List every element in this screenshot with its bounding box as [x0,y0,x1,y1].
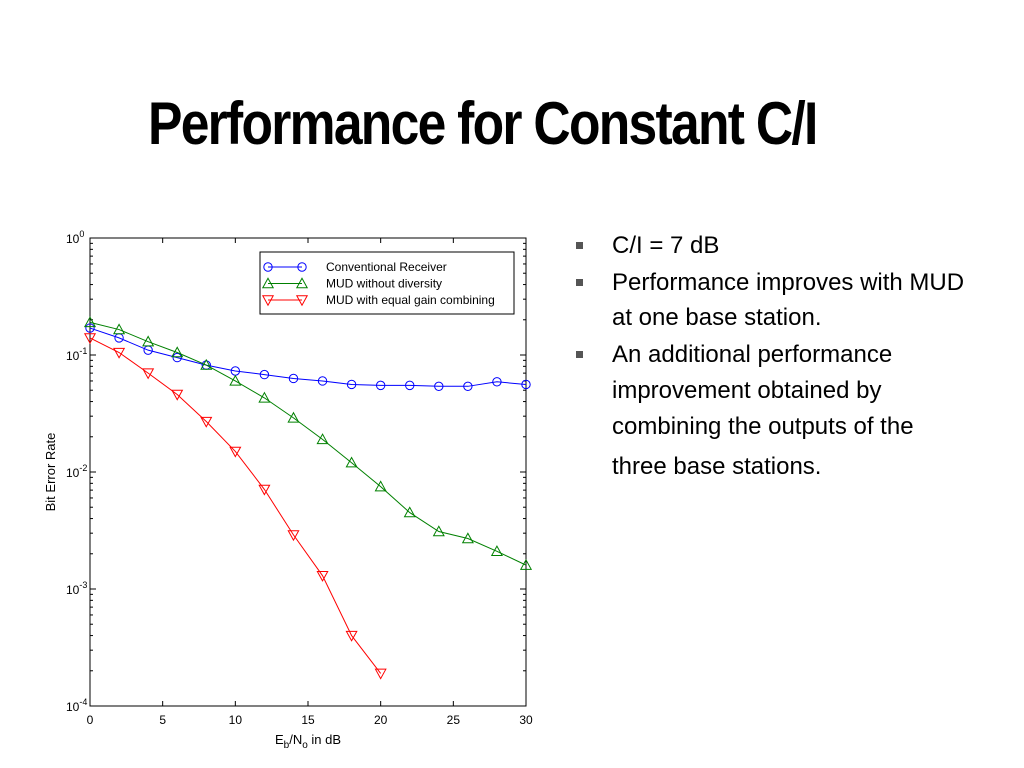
y-tick-label: 100 [66,229,84,246]
legend-label: MUD without diversity [326,277,442,291]
data-point [375,380,386,391]
data-point [172,352,182,363]
data-point [405,380,415,391]
x-tick-label: 20 [374,713,388,727]
x-axis-label: Eb/No in dB [275,732,341,751]
data-point [374,668,387,680]
square-bullet-icon [576,351,583,358]
data-point [229,374,242,386]
data-point [490,545,503,557]
data-point [297,262,307,272]
data-point [317,376,328,386]
square-bullet-icon [576,279,583,286]
y-tick-label: 10-2 [66,463,87,480]
bullet-list: C/I = 7 dB Performance improves with MUD… [576,228,986,487]
bullet-text: Performance improves with MUD at one bas… [612,269,965,331]
chart-legend: Conventional Receiver MUD without diversi… [259,251,515,315]
bullet-item: An additional performance improvement ob… [576,337,986,485]
data-point [432,525,445,537]
data-point [461,532,474,544]
x-tick-label: 10 [229,713,243,727]
y-tick-label: 10-1 [66,346,87,363]
data-point [142,368,155,380]
data-point [259,369,270,380]
legend-label: MUD with equal gain combining [326,293,495,307]
x-tick-label: 25 [447,713,461,727]
legend-label: Conventional Receiver [326,260,447,274]
bullet-text: C/I = 7 dB [612,232,720,259]
data-point [200,416,213,428]
bullet-item: Performance improves with MUD at one bas… [576,265,986,335]
data-point [374,480,387,492]
data-point [261,295,275,307]
y-tick-label: 10-3 [66,580,87,597]
data-point [113,347,126,359]
data-point [316,433,329,445]
series-line [89,321,527,566]
data-point [83,316,97,328]
data-point [519,558,533,570]
bullet-text: An additional performance improvement ob… [612,341,914,440]
data-point [295,277,309,289]
x-tick-label: 0 [87,713,94,727]
data-point [85,323,95,333]
x-tick-label: 15 [301,713,315,727]
data-point [261,277,275,289]
square-bullet-icon [576,242,583,249]
y-axis-label: Bit Error Rate [43,433,58,512]
data-point [142,335,155,347]
data-point [287,411,300,423]
data-point [316,570,329,582]
data-point [171,346,184,358]
data-point [83,333,97,345]
data-point [521,379,531,390]
data-point [403,506,416,518]
bullet-item: C/I = 7 dB [576,228,986,263]
data-point [492,377,502,387]
x-tick-label: 30 [519,713,533,727]
y-tick-label: 10-4 [66,697,87,714]
slide-title: Performance for Constant C/I [148,90,818,157]
bullet-text-continued: three base stations. [612,453,822,480]
data-point [346,379,357,390]
data-point [258,484,271,496]
data-point [200,358,213,370]
series-line [89,327,527,387]
data-point [434,381,444,392]
data-point [345,630,358,642]
data-point [287,530,300,542]
data-point [113,323,126,335]
data-point [258,391,271,403]
data-point [345,456,358,468]
data-point [229,446,242,458]
data-point [263,262,273,272]
data-point [288,373,299,384]
data-point [463,381,473,392]
series-line [89,337,382,674]
data-point [171,389,184,401]
ber-chart: 0 5 10 15 20 25 30 100 10-1 10-2 10-3 10-4 Conventi… [43,229,533,751]
data-point [295,295,309,307]
x-tick-label: 5 [159,713,166,727]
